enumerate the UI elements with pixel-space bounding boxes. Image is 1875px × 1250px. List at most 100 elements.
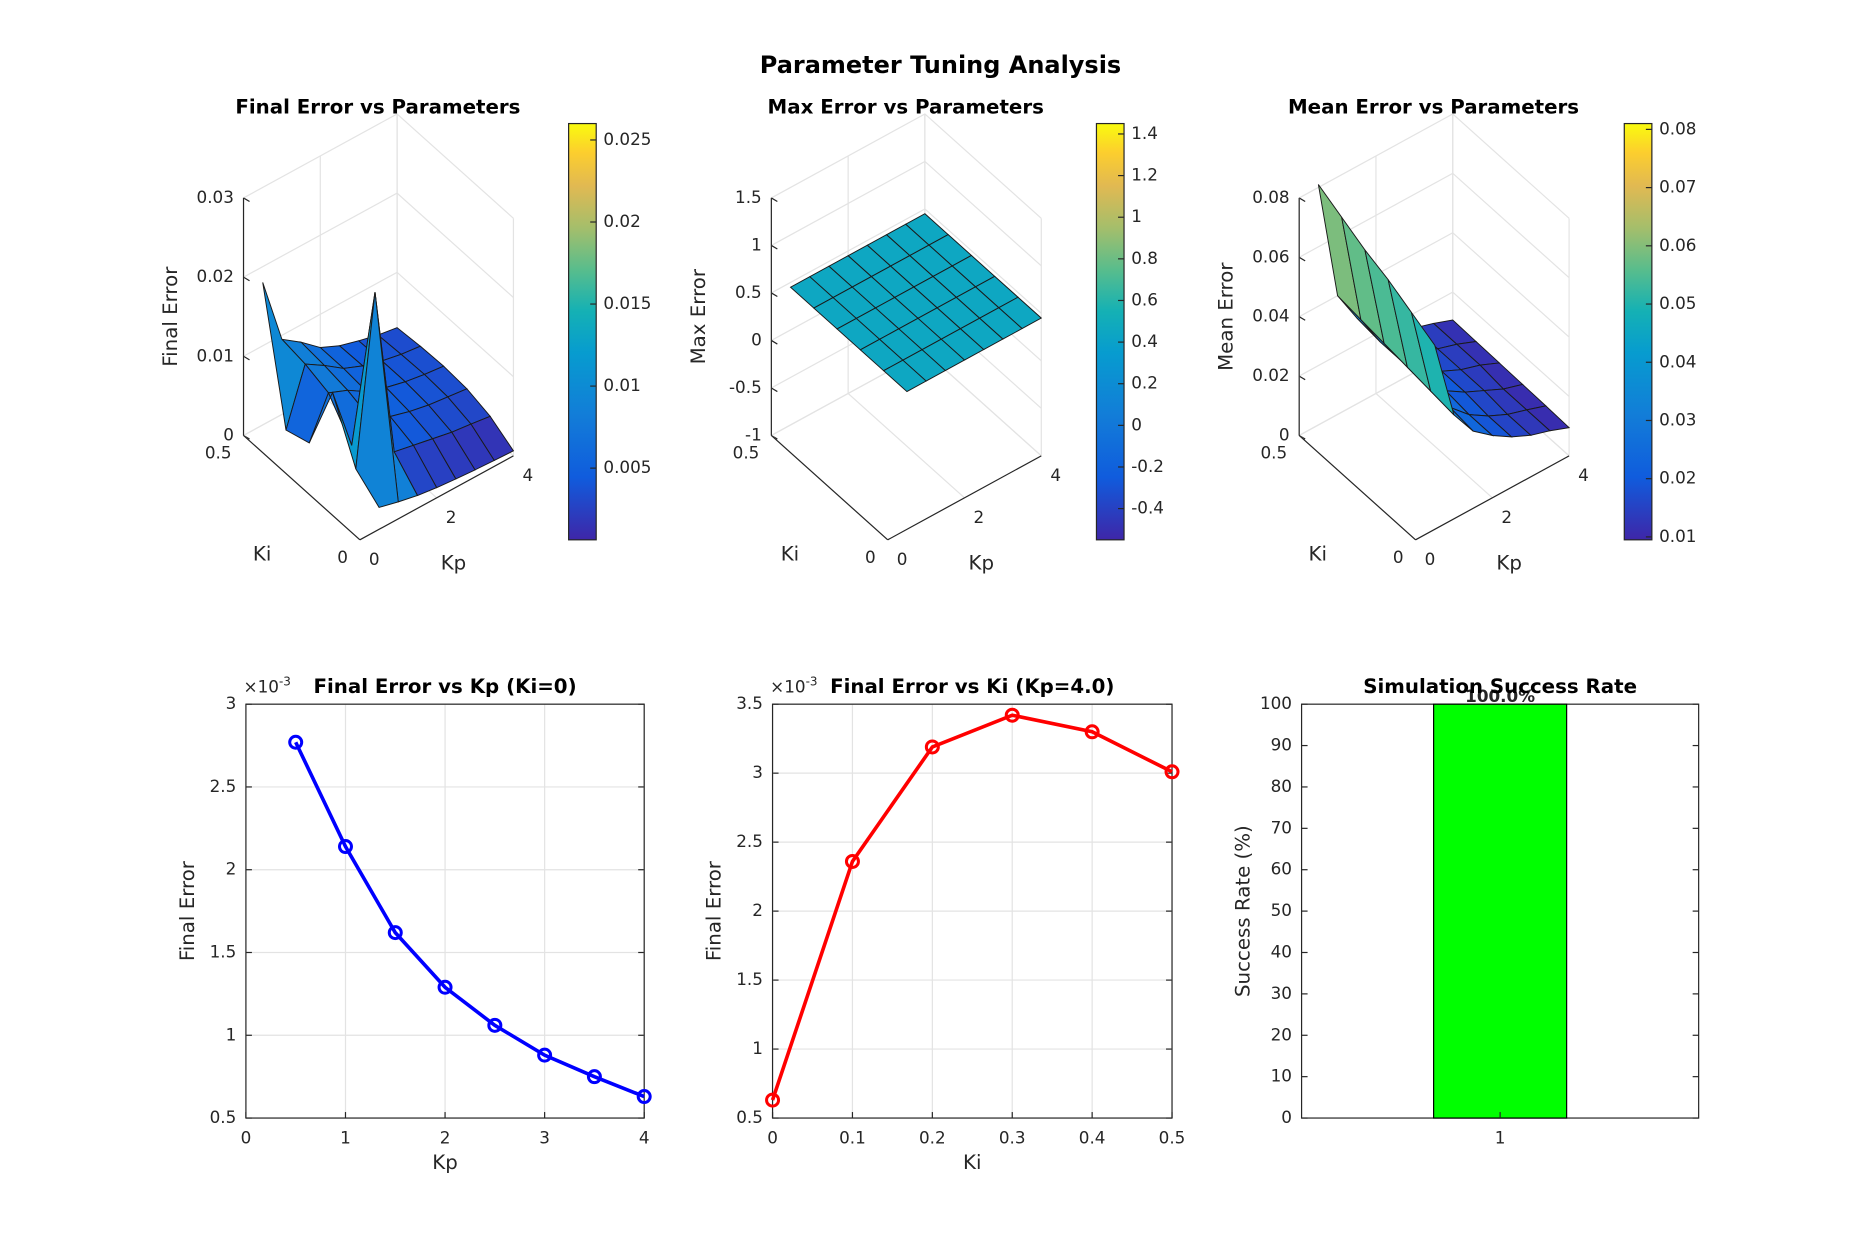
x-tick-label: 0 <box>241 1127 252 1147</box>
z-tick <box>771 339 778 345</box>
y-tick-label: 0 <box>337 547 348 567</box>
y-tick-label: 80 <box>1271 776 1292 796</box>
x-tick-label: 0.4 <box>1079 1127 1106 1147</box>
x-tick-label: 2 <box>440 1127 451 1147</box>
colorbar-tick-label: 0.8 <box>1131 248 1158 268</box>
subplot-title: Simulation Success Rate <box>1363 675 1637 698</box>
subplot-title: Final Error vs Kp (Ki=0) <box>314 675 577 698</box>
x-tick-label: 1 <box>1495 1127 1506 1147</box>
z-tick-label: 0.01 <box>197 345 234 365</box>
x-tick-label: 1 <box>340 1127 351 1147</box>
subplot-title: Max Error vs Parameters <box>768 95 1044 118</box>
y-tick-label: 0.5 <box>210 1107 237 1127</box>
marker <box>586 1069 602 1085</box>
y-tick-label: 90 <box>1271 735 1292 755</box>
colorbar-tick-label: 1.4 <box>1131 123 1158 143</box>
axis-line <box>359 455 514 541</box>
y-tick-label: 0 <box>1281 1107 1292 1127</box>
exponent-power: -3 <box>279 674 291 688</box>
axis-line <box>887 455 1042 541</box>
subplot-title: Final Error vs Ki (Kp=4.0) <box>830 675 1114 698</box>
axes-frame <box>245 703 645 1119</box>
x-tick-label: 2 <box>974 507 985 527</box>
z-tick-label: 0.02 <box>1252 365 1289 385</box>
x-axis-label: Ki <box>963 1151 981 1174</box>
colorbar-tick-label: 0.005 <box>603 457 651 477</box>
colorbar-tick-label: 0.6 <box>1131 289 1158 309</box>
y-tick-label: 0 <box>865 547 876 567</box>
colorbar-tick-label: 0.025 <box>603 129 651 149</box>
axis-line <box>243 435 361 541</box>
z-tick-label: 0.02 <box>197 266 234 286</box>
y-tick-label: 30 <box>1271 983 1292 1003</box>
colorbar-tick-label: 0.04 <box>1659 351 1696 371</box>
z-tick-label: 0 <box>1279 424 1290 444</box>
z-tick <box>243 276 250 282</box>
colorbar-tick-label: 0.02 <box>603 211 640 231</box>
y-tick-label: 50 <box>1271 900 1292 920</box>
colorbar <box>1623 122 1653 541</box>
x-tick-label: 0.5 <box>1159 1127 1186 1147</box>
axis-exponent: ×10-3 <box>244 674 291 696</box>
z-tick-label: 0.04 <box>1252 306 1289 326</box>
y-tick-label: 1.5 <box>210 941 237 961</box>
figure-title: Parameter Tuning Analysis <box>760 51 1121 79</box>
colorbar-tick-label: 1.2 <box>1131 165 1158 185</box>
bar <box>1433 703 1568 1119</box>
y-tick-label: 70 <box>1271 817 1292 837</box>
x-tick-label: 0 <box>897 549 908 569</box>
x-axis-label: Kp <box>1496 551 1522 574</box>
colorbar-tick-label: 0.02 <box>1659 468 1696 488</box>
z-tick <box>771 197 778 203</box>
marker <box>337 839 353 855</box>
marker <box>537 1047 553 1063</box>
colorbar-tick-label: 0.06 <box>1659 235 1696 255</box>
axis-exponent: ×10-3 <box>770 674 817 696</box>
z-tick-label: 1 <box>751 234 762 254</box>
y-tick-label: 3.5 <box>736 693 763 713</box>
y-axis-label: Ki <box>1309 542 1327 565</box>
colorbar-tick-label: 0.015 <box>603 293 651 313</box>
colorbar-tick-label: 0.05 <box>1659 293 1696 313</box>
x-tick-label: 4 <box>522 465 533 485</box>
marker <box>437 979 453 995</box>
colorbar <box>1095 122 1125 541</box>
y-axis-label: Success Rate (%) <box>1232 825 1255 997</box>
marker <box>487 1017 503 1033</box>
y-tick-label: 1 <box>226 1024 237 1044</box>
x-tick-label: 2 <box>1501 507 1512 527</box>
axis-line <box>770 435 889 541</box>
y-tick-label: 3 <box>752 762 763 782</box>
z-tick-label: 0.5 <box>735 282 762 302</box>
z-axis-label: Final Error <box>159 266 182 367</box>
z-tick-label: 0.06 <box>1252 246 1289 266</box>
colorbar-tick-label: -0.4 <box>1131 498 1164 518</box>
x-axis-label: Kp <box>432 1151 458 1174</box>
y-tick-label: 0.5 <box>205 442 232 462</box>
x-tick-label: 3 <box>539 1127 550 1147</box>
surface-patch <box>1411 312 1455 416</box>
z-tick <box>1298 375 1306 381</box>
x-tick-label: 0.2 <box>919 1127 946 1147</box>
x-tick-label: 0 <box>369 549 380 569</box>
subplot-title: Final Error vs Parameters <box>235 95 520 118</box>
x-tick-label: 4 <box>1578 465 1589 485</box>
y-axis-label: Final Error <box>702 860 725 961</box>
x-tick-label: 0 <box>1425 549 1436 569</box>
marker <box>1164 764 1180 780</box>
y-tick-label: 0.5 <box>1260 442 1287 462</box>
colorbar-tick-label: 0.2 <box>1131 373 1158 393</box>
y-axis-label: Final Error <box>176 860 199 961</box>
x-tick-label: 0.1 <box>839 1127 866 1147</box>
y-tick-label: 0.5 <box>736 1107 763 1127</box>
y-tick-label: 1 <box>752 1038 763 1058</box>
subplot-title: Mean Error vs Parameters <box>1288 95 1579 118</box>
y-tick-label: 1.5 <box>736 969 763 989</box>
y-tick-label: 2.5 <box>736 831 763 851</box>
colorbar-tick-label: -0.2 <box>1131 456 1164 476</box>
marker <box>636 1089 652 1105</box>
z-tick-label: -0.5 <box>729 377 762 397</box>
z-tick <box>243 197 250 203</box>
